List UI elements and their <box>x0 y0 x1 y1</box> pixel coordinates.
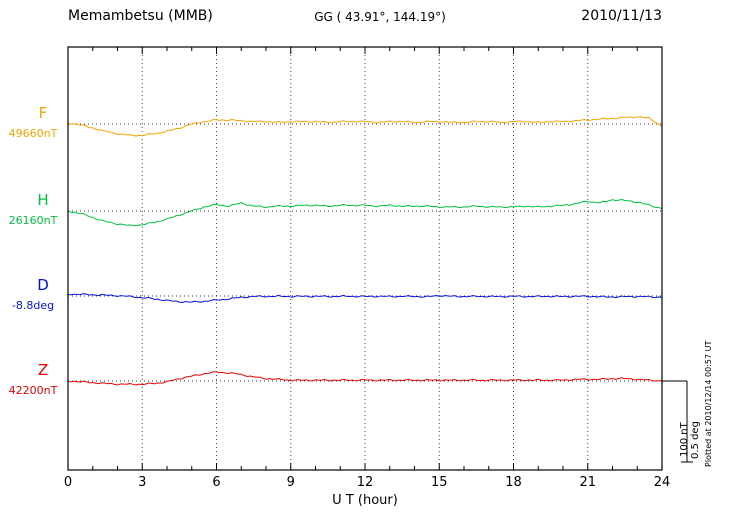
x-tick-label: 18 <box>505 475 522 490</box>
baseline-value-D: -8.8deg <box>11 299 55 312</box>
scalebar-label-deg: 0.5 deg <box>690 421 701 459</box>
x-tick-label: 6 <box>212 475 221 490</box>
x-tick-label: 9 <box>286 475 295 490</box>
x-tick-label: 21 <box>579 475 597 490</box>
series-label-D: D <box>37 276 49 294</box>
plot-frame <box>67 46 663 471</box>
baseline-value-H: 26160nT <box>8 214 58 227</box>
baseline-value-Z: 42200nT <box>8 384 58 397</box>
date-label: 2010/11/13 <box>581 8 662 24</box>
trace-D <box>67 293 663 304</box>
x-tick-label: 15 <box>430 475 448 490</box>
station-title: Memambetsu (MMB) <box>68 8 213 24</box>
series-label-H: H <box>37 191 49 209</box>
scalebar-label-nt: 100 nT <box>679 422 690 457</box>
trace-F <box>67 116 663 137</box>
baseline-value-F: 49660nT <box>8 127 58 140</box>
x-tick-label: 3 <box>138 475 147 490</box>
trace-Z <box>67 371 663 386</box>
x-tick-label: 24 <box>653 475 671 490</box>
series-label-Z: Z <box>37 361 49 379</box>
x-tick-label: 0 <box>63 475 73 490</box>
series-label-F: F <box>38 104 48 122</box>
trace-H <box>67 199 663 227</box>
x-axis-title: U T (hour) <box>332 493 398 508</box>
x-tick-label: 12 <box>356 475 374 490</box>
coordinates-label: GG ( 43.91°, 144.19°) <box>314 10 446 24</box>
plotted-at-label: Plotted at 2010/12/14 00:57 UT <box>704 340 713 467</box>
